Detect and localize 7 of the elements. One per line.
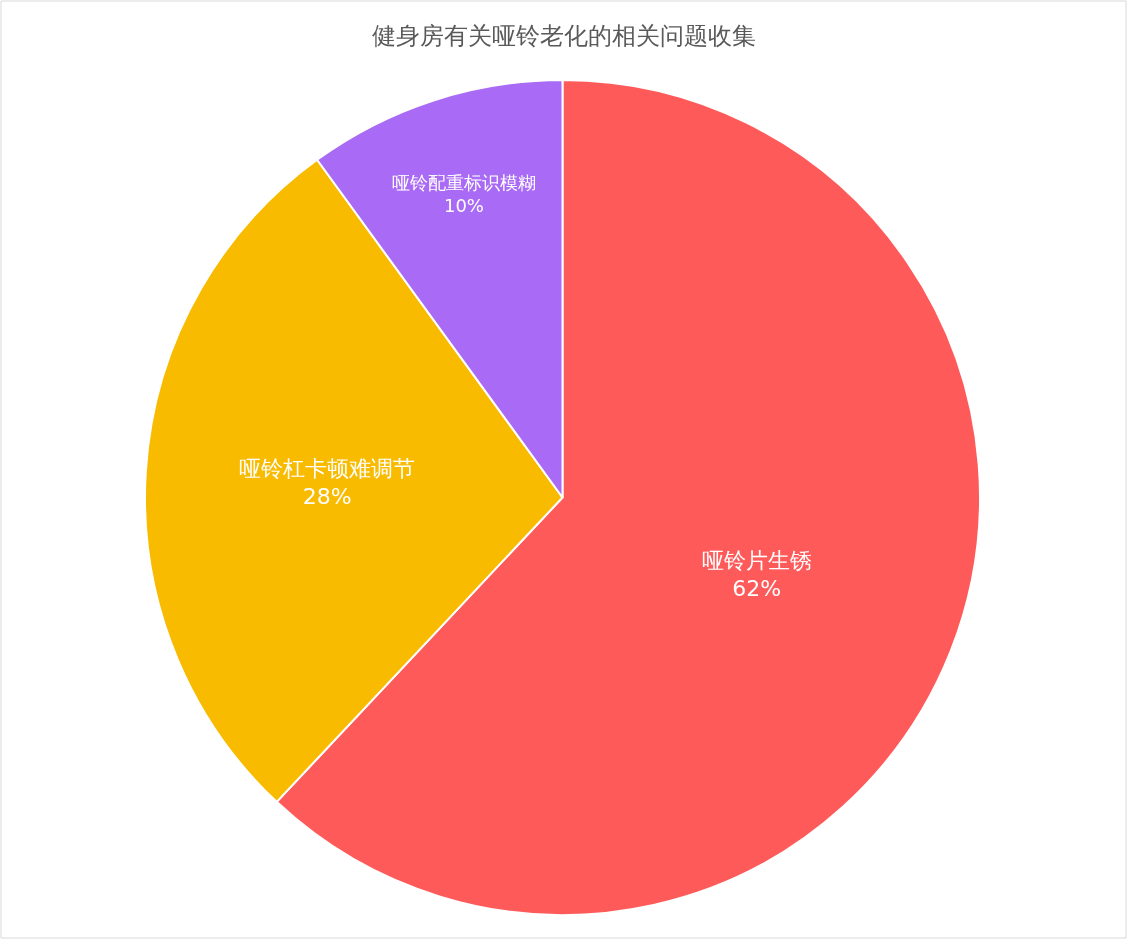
data-label: 28% — [302, 484, 352, 510]
data-label: 10% — [443, 195, 484, 217]
chart-title: 健身房有关哑铃老化的相关问题收集 — [371, 22, 756, 51]
slice-label: 哑铃片生锈 — [701, 547, 812, 573]
slice-label: 哑铃杠卡顿难调节 — [239, 455, 416, 481]
slice-label: 哑铃配重标识模糊 — [391, 171, 536, 193]
data-label: 62% — [732, 576, 782, 602]
